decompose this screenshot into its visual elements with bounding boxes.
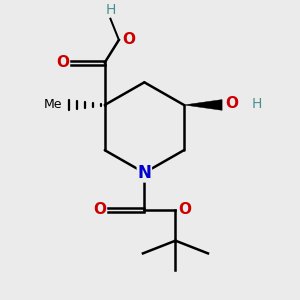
Text: N: N	[137, 164, 151, 182]
Text: O: O	[178, 202, 191, 217]
Text: O: O	[226, 96, 238, 111]
Polygon shape	[184, 100, 222, 110]
Text: O: O	[93, 202, 106, 217]
Text: Me: Me	[44, 98, 62, 111]
Text: H: H	[252, 97, 262, 110]
Text: O: O	[122, 32, 135, 47]
Text: H: H	[105, 3, 116, 17]
Text: O: O	[56, 55, 69, 70]
